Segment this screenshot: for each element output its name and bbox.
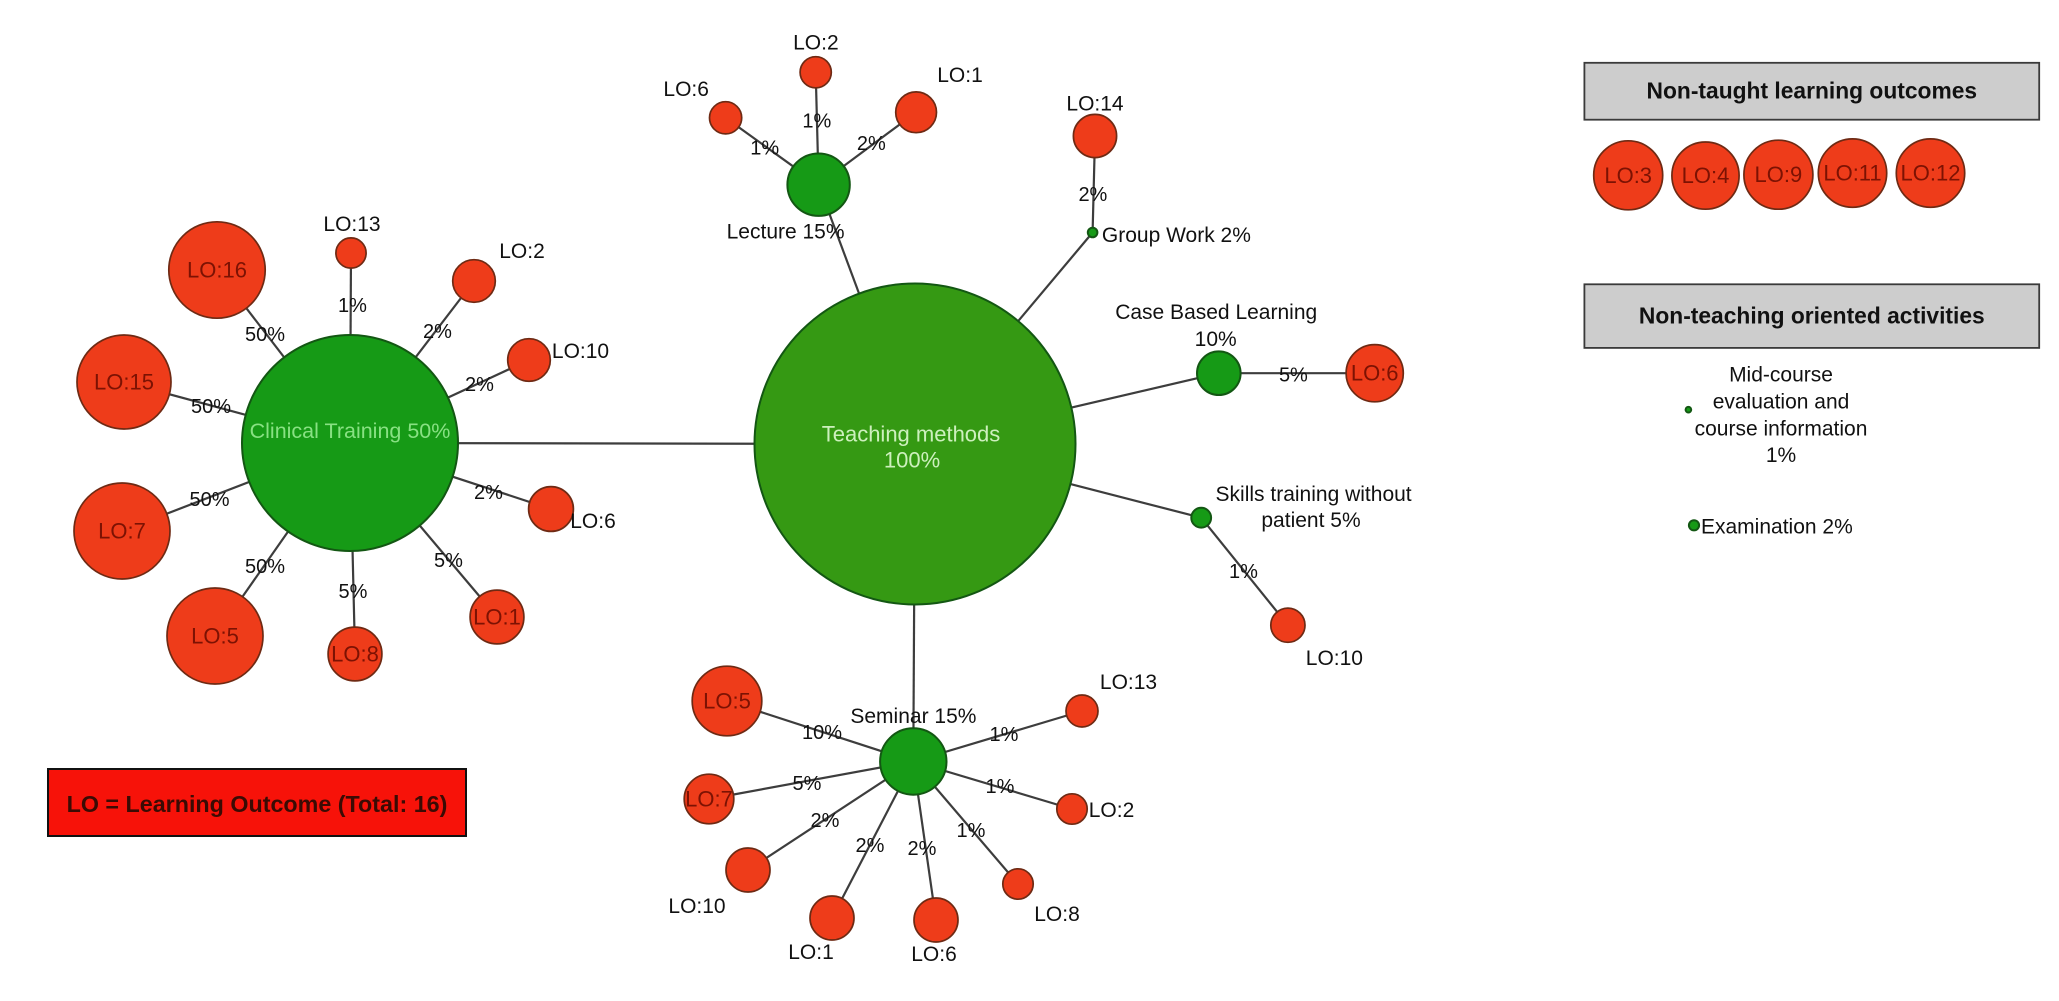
svg-text:Non-taught learning outcomes: Non-taught learning outcomes (1647, 78, 1978, 104)
svg-text:50%: 50% (189, 489, 229, 511)
svg-text:1%: 1% (750, 138, 779, 160)
svg-text:Lecture 15%: Lecture 15% (727, 221, 845, 244)
svg-text:patient 5%: patient 5% (1261, 509, 1360, 532)
svg-text:LO:8: LO:8 (331, 642, 379, 667)
svg-text:Non-teaching oriented activiti: Non-teaching oriented activities (1639, 302, 1985, 328)
svg-text:Seminar 15%: Seminar 15% (850, 705, 976, 728)
svg-text:LO:1: LO:1 (788, 941, 834, 964)
svg-text:5%: 5% (339, 581, 368, 603)
svg-text:2%: 2% (857, 133, 886, 155)
svg-text:LO:14: LO:14 (1066, 93, 1124, 116)
svg-text:LO:1: LO:1 (473, 605, 521, 630)
svg-text:LO = Learning Outcome (Total:: LO = Learning Outcome (Total: 16) (67, 791, 448, 817)
svg-text:LO:6: LO:6 (570, 510, 616, 533)
svg-text:5%: 5% (793, 773, 822, 795)
svg-text:1%: 1% (1766, 444, 1796, 467)
svg-text:LO:15: LO:15 (94, 370, 154, 395)
svg-text:2%: 2% (811, 810, 840, 832)
svg-text:LO:12: LO:12 (1901, 161, 1961, 186)
svg-text:1%: 1% (1229, 561, 1258, 583)
svg-text:LO:2: LO:2 (793, 32, 839, 55)
svg-text:LO:10: LO:10 (552, 340, 609, 363)
svg-text:LO:1: LO:1 (937, 64, 983, 87)
svg-text:100%: 100% (884, 448, 940, 473)
svg-text:LO:2: LO:2 (499, 240, 545, 263)
svg-text:LO:16: LO:16 (187, 258, 247, 283)
svg-text:10%: 10% (1195, 328, 1237, 351)
svg-text:1%: 1% (986, 776, 1015, 798)
svg-text:5%: 5% (1279, 365, 1308, 387)
svg-text:Teaching methods: Teaching methods (822, 421, 1001, 446)
svg-text:LO:6: LO:6 (663, 78, 709, 101)
svg-text:course information: course information (1695, 418, 1868, 441)
svg-text:LO:13: LO:13 (323, 213, 380, 236)
svg-text:2%: 2% (908, 838, 937, 860)
svg-text:Group Work 2%: Group Work 2% (1102, 224, 1251, 247)
svg-text:1%: 1% (802, 111, 831, 133)
svg-text:LO:11: LO:11 (1823, 161, 1881, 186)
svg-text:Mid-course: Mid-course (1729, 364, 1833, 387)
svg-text:10%: 10% (802, 722, 842, 744)
svg-text:1%: 1% (990, 724, 1019, 746)
svg-text:LO:7: LO:7 (685, 787, 733, 812)
svg-text:LO:2: LO:2 (1089, 799, 1135, 822)
svg-text:2%: 2% (423, 321, 452, 343)
svg-text:LO:5: LO:5 (191, 624, 239, 649)
svg-text:2%: 2% (465, 374, 494, 396)
svg-text:LO:4: LO:4 (1682, 163, 1730, 188)
svg-text:Clinical Training 50%: Clinical Training 50% (250, 419, 451, 443)
svg-text:5%: 5% (434, 550, 463, 572)
svg-text:LO:13: LO:13 (1100, 671, 1157, 694)
svg-text:Examination 2%: Examination 2% (1701, 516, 1853, 539)
svg-text:LO:8: LO:8 (1034, 903, 1080, 926)
svg-text:2%: 2% (474, 482, 503, 504)
svg-text:50%: 50% (245, 324, 285, 346)
svg-text:50%: 50% (191, 396, 231, 418)
svg-text:LO:3: LO:3 (1604, 163, 1652, 188)
svg-text:LO:9: LO:9 (1755, 162, 1803, 187)
svg-text:LO:6: LO:6 (911, 943, 957, 966)
svg-text:LO:10: LO:10 (668, 895, 725, 918)
svg-text:LO:6: LO:6 (1351, 361, 1399, 386)
svg-text:1%: 1% (957, 820, 986, 842)
svg-text:1%: 1% (338, 295, 367, 317)
svg-text:Case Based Learning: Case Based Learning (1115, 301, 1317, 324)
svg-text:evaluation and: evaluation and (1713, 391, 1850, 414)
svg-text:50%: 50% (245, 556, 285, 578)
svg-text:2%: 2% (856, 835, 885, 857)
svg-text:2%: 2% (1078, 184, 1107, 206)
svg-text:LO:7: LO:7 (98, 519, 146, 544)
svg-text:Skills training without: Skills training without (1216, 483, 1412, 506)
svg-text:LO:5: LO:5 (703, 689, 751, 714)
svg-text:LO:10: LO:10 (1306, 647, 1363, 670)
